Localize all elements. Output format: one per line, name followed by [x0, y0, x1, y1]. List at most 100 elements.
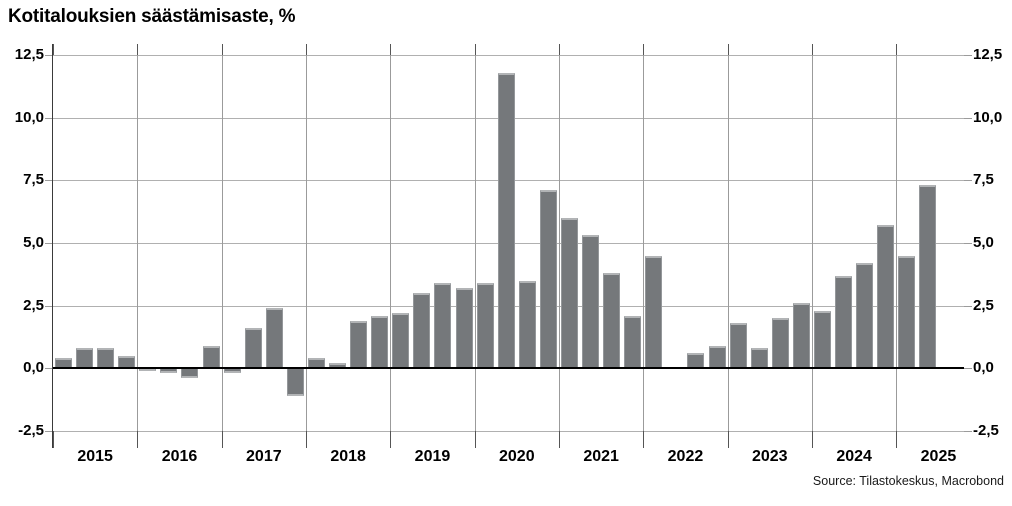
gridline-year: [896, 55, 898, 431]
y-axis-label-right: 10,0: [973, 108, 1003, 126]
gridline-year: [811, 55, 813, 431]
y-tick-left: [45, 305, 53, 307]
x-tick-top: [727, 44, 729, 55]
bar-2015-q2: [76, 348, 94, 369]
bar-2021-q4: [624, 315, 642, 369]
gridline-year: [390, 55, 392, 431]
x-tick-bottom: [474, 431, 476, 448]
x-axis-label-2017: 2017: [246, 448, 282, 465]
x-tick-top: [53, 44, 54, 55]
bar-2024-q3: [856, 263, 874, 369]
x-axis-label-2016: 2016: [161, 448, 198, 465]
y-tick-right: [964, 180, 972, 182]
x-axis-label-2025: 2025: [920, 448, 957, 465]
bar-2021-q1: [560, 217, 578, 369]
bar-2016-q3: [181, 368, 199, 379]
x-tick-bottom: [811, 431, 813, 448]
bar-2019-q1: [392, 313, 410, 369]
chart-title: Kotitalouksien säästämisaste, %: [8, 6, 296, 27]
x-axis-label-2015: 2015: [77, 448, 113, 465]
bar-2024-q2: [835, 275, 853, 369]
bar-2016-q1: [139, 368, 157, 371]
bar-2023-q4: [792, 303, 810, 369]
zero-baseline: [53, 367, 964, 370]
x-tick-top: [896, 44, 898, 55]
gridline-y--2.5: [53, 431, 964, 432]
x-tick-bottom: [558, 431, 560, 448]
source-note: Source: Tilastokeskus, Macrobond: [812, 474, 1004, 488]
bar-2020-q2: [497, 72, 515, 369]
y-tick-right: [964, 368, 972, 370]
bar-2016-q2: [160, 368, 178, 374]
y-axis-label-right: -2,5: [973, 422, 999, 439]
gridline-year: [305, 55, 307, 431]
x-tick-top: [558, 44, 560, 55]
x-tick-bottom: [643, 431, 645, 448]
bar-2017-q4: [286, 368, 304, 396]
y-tick-right: [964, 243, 972, 244]
y-axis-label-left: 0,0: [23, 359, 44, 377]
gridline-year: [558, 55, 560, 431]
x-tick-bottom: [390, 431, 392, 448]
x-tick-bottom: [221, 431, 223, 448]
gridline-year: [643, 55, 645, 431]
bar-2025-q2: [919, 185, 937, 369]
x-axis-label-2020: 2020: [499, 448, 535, 465]
bar-2017-q3: [265, 308, 283, 369]
y-tick-left: [45, 431, 53, 432]
x-tick-bottom: [305, 431, 307, 448]
bar-2023-q1: [729, 323, 747, 369]
bar-2025-q1: [898, 255, 916, 369]
x-axis-label-2023: 2023: [751, 448, 788, 465]
x-tick-bottom: [727, 431, 729, 448]
bar-2020-q4: [539, 190, 557, 369]
x-axis-label-2024: 2024: [836, 448, 872, 465]
bar-2016-q4: [202, 345, 220, 369]
bar-2021-q3: [603, 273, 621, 369]
y-axis-label-right: 5,0: [973, 234, 994, 251]
bar-2024-q4: [877, 225, 895, 369]
gridline-year: [221, 55, 223, 431]
bar-2015-q4: [118, 355, 136, 369]
y-axis-label-left: 7,5: [23, 171, 44, 189]
x-tick-top: [643, 44, 645, 55]
bar-2018-q1: [307, 358, 325, 369]
y-axis-label-right: 0,0: [973, 359, 994, 377]
y-tick-left: [45, 180, 53, 182]
y-tick-right: [964, 55, 972, 56]
bar-2017-q2: [244, 328, 262, 369]
y-axis-label-left: 10,0: [14, 108, 44, 126]
y-axis-label-right: 7,5: [973, 171, 994, 189]
bar-2022-q4: [708, 345, 726, 369]
gridline-y-12.5: [53, 55, 964, 56]
y-tick-left: [45, 243, 53, 244]
x-tick-bottom: [137, 431, 139, 448]
y-axis-label-left: 2,5: [23, 296, 44, 314]
x-tick-bottom: [896, 431, 898, 448]
bar-2019-q4: [455, 288, 473, 369]
x-tick-top: [390, 44, 392, 55]
y-tick-right: [964, 431, 972, 432]
x-tick-top: [137, 44, 139, 55]
y-axis-label-right: 2,5: [973, 296, 994, 314]
bar-2019-q2: [413, 293, 431, 369]
y-tick-left: [45, 117, 53, 119]
y-tick-left: [45, 55, 53, 56]
x-tick-top: [474, 44, 476, 55]
bar-2017-q1: [223, 368, 241, 374]
bar-2018-q4: [371, 315, 389, 369]
bar-2024-q1: [813, 310, 831, 369]
bar-2018-q2: [329, 363, 347, 369]
x-tick-top: [221, 44, 223, 55]
y-tick-right: [964, 305, 972, 307]
bar-2020-q1: [476, 283, 494, 369]
x-axis-label-2022: 2022: [667, 448, 704, 465]
x-axis-label-2021: 2021: [583, 448, 619, 465]
bar-2022-q3: [687, 353, 705, 369]
bar-2015-q3: [97, 348, 115, 369]
gridline-year: [137, 55, 139, 431]
y-axis-line: [52, 44, 53, 448]
x-axis-label-2019: 2019: [414, 448, 451, 465]
